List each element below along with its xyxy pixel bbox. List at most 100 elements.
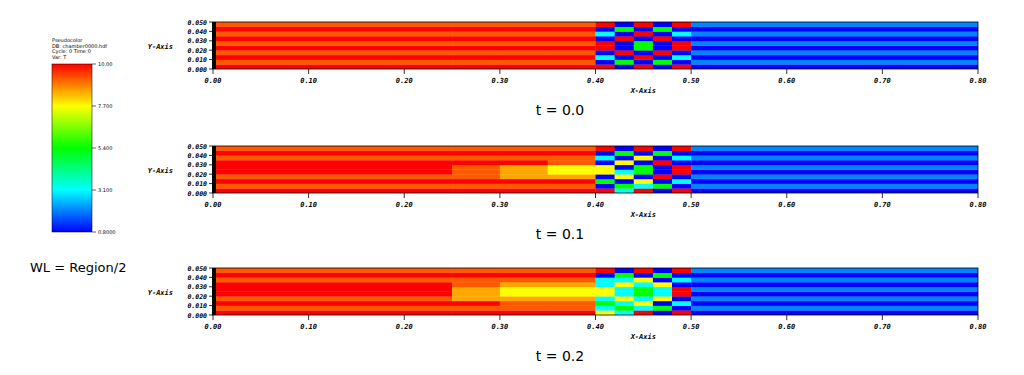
cell	[691, 277, 978, 282]
inlet-boundary	[212, 22, 216, 69]
cell	[596, 165, 615, 170]
cell	[452, 64, 500, 69]
cell	[452, 22, 500, 27]
cell	[634, 155, 653, 160]
x-tick	[308, 69, 309, 74]
cell	[500, 50, 548, 55]
cell	[615, 22, 634, 27]
cell	[634, 292, 653, 297]
cell	[615, 306, 634, 311]
y-tick	[209, 155, 213, 156]
cell	[213, 268, 452, 273]
cell	[653, 60, 672, 65]
cell	[672, 287, 691, 292]
cell	[653, 155, 672, 160]
cell	[615, 151, 634, 156]
cell	[691, 31, 978, 36]
colorbar-tick-label: 7.700	[98, 103, 112, 109]
x-tick	[978, 315, 979, 320]
cell	[634, 46, 653, 51]
cell	[672, 277, 691, 282]
cell	[213, 277, 452, 282]
cell	[213, 60, 452, 65]
cell	[548, 273, 596, 278]
cell	[691, 188, 978, 193]
x-tick-label: 0.60	[778, 201, 795, 209]
cell	[691, 50, 978, 55]
cell	[615, 60, 634, 65]
y-tick	[209, 268, 213, 269]
cell	[452, 292, 500, 297]
cell	[634, 273, 653, 278]
cell	[596, 268, 615, 273]
cell	[653, 184, 672, 189]
cell	[213, 188, 452, 193]
x-tick-label: 0.80	[970, 323, 987, 331]
cell	[653, 31, 672, 36]
cell	[634, 31, 653, 36]
cell	[653, 287, 672, 292]
y-tick-label: 0.050	[187, 265, 207, 273]
cell	[213, 46, 452, 51]
x-axis-label: X-Axis	[630, 87, 656, 95]
x-tick	[691, 315, 692, 320]
cell	[548, 46, 596, 51]
cell	[615, 174, 634, 179]
panel-caption: t = 0.1	[536, 226, 584, 242]
cell	[653, 64, 672, 69]
colorbar-tick	[92, 232, 96, 233]
cell	[653, 174, 672, 179]
y-tick	[209, 315, 213, 316]
cell	[653, 146, 672, 151]
cell	[500, 310, 548, 315]
x-tick	[499, 315, 500, 320]
cell	[634, 287, 653, 292]
colorbar-tick-label: 3.100	[98, 187, 112, 193]
cell	[691, 310, 978, 315]
cell	[213, 306, 452, 311]
cell	[653, 55, 672, 60]
cell	[653, 282, 672, 287]
cell	[548, 41, 596, 46]
cell	[672, 184, 691, 189]
y-tick-label: 0.000	[187, 190, 207, 198]
y-tick-label: 0.020	[187, 171, 207, 179]
cell	[452, 174, 500, 179]
cell	[213, 165, 452, 170]
cell	[596, 50, 615, 55]
panel: 0.000.100.200.300.400.500.600.700.800.00…	[148, 143, 987, 243]
y-tick-label: 0.040	[187, 152, 207, 160]
y-tick-label: 0.050	[187, 143, 207, 151]
cell	[691, 287, 978, 292]
cell	[596, 174, 615, 179]
x-tick-label: 0.30	[491, 201, 508, 209]
plot-frame	[213, 22, 978, 69]
cell	[672, 64, 691, 69]
cell	[452, 60, 500, 65]
cell	[500, 273, 548, 278]
cell	[615, 179, 634, 184]
annotation: WL = Region/2	[30, 260, 126, 275]
colorbar-tick-label: 5.400	[98, 145, 112, 151]
cell	[672, 174, 691, 179]
cell	[213, 31, 452, 36]
x-tick	[308, 193, 309, 198]
x-tick-label: 0.50	[683, 77, 700, 85]
y-tick	[209, 69, 213, 70]
cell	[672, 310, 691, 315]
cell	[548, 31, 596, 36]
y-tick	[209, 31, 213, 32]
cell	[452, 165, 500, 170]
cell	[634, 282, 653, 287]
cell	[653, 306, 672, 311]
x-tick	[213, 69, 214, 74]
cell	[213, 22, 452, 27]
cell	[653, 27, 672, 32]
cell	[548, 27, 596, 32]
cell	[691, 22, 978, 27]
cell	[213, 27, 452, 32]
x-tick-label: 0.80	[970, 201, 987, 209]
cell	[691, 36, 978, 41]
x-tick	[978, 69, 979, 74]
x-tick	[308, 315, 309, 320]
